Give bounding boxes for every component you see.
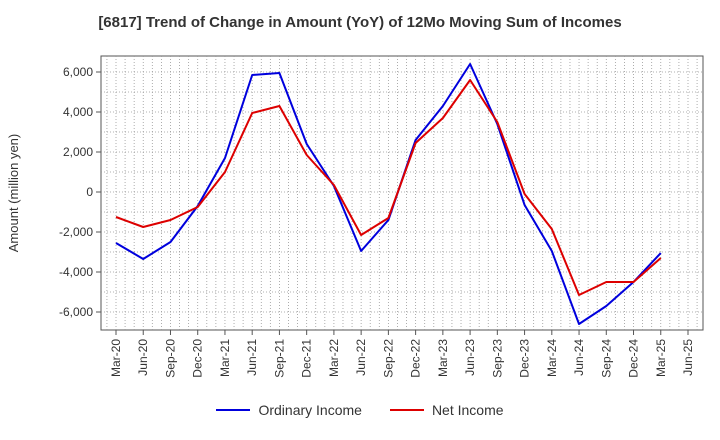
x-tick-label: Sep-22 [381, 339, 395, 378]
x-tick-label: Dec-20 [191, 339, 205, 378]
y-tick-label: 0 [86, 185, 93, 199]
legend-label-net-income: Net Income [431, 402, 504, 418]
x-tick-label: Jun-24 [572, 339, 586, 376]
y-tick-label: 6,000 [63, 65, 93, 79]
x-tick-label: Sep-24 [599, 339, 613, 378]
x-ticks: Mar-20 Jun-20 Sep-20 Dec-20 Mar-21 Jun-21 Sep-… [109, 330, 695, 378]
x-tick-label: Sep-20 [163, 339, 177, 378]
x-tick-label: Mar-21 [218, 339, 232, 377]
grid [101, 56, 703, 330]
y-axis-label: Amount (million yen) [6, 134, 21, 253]
x-tick-label: Mar-22 [327, 339, 341, 377]
series-lines [115, 63, 662, 325]
legend-item-ordinary-income: Ordinary Income [216, 402, 362, 418]
y-tick-label: -4,000 [59, 265, 93, 279]
x-tick-label: Sep-21 [272, 339, 286, 378]
y-tick-label: -6,000 [59, 305, 93, 319]
series-line-net-income [115, 79, 662, 296]
chart-title: [6817] Trend of Change in Amount (YoY) o… [98, 14, 622, 31]
y-tick-label: 2,000 [63, 145, 93, 159]
x-tick-label: Mar-24 [545, 339, 559, 377]
x-tick-label: Jun-21 [245, 339, 259, 376]
x-tick-label: Jun-22 [354, 339, 368, 376]
x-tick-label: Dec-24 [627, 339, 641, 378]
legend-swatch-ordinary-income [216, 409, 251, 411]
x-tick-label: Mar-20 [109, 339, 123, 377]
x-tick-label: Jun-25 [681, 339, 695, 376]
x-tick-label: Dec-23 [518, 339, 532, 378]
x-tick-label: Sep-23 [490, 339, 504, 378]
y-tick-label: 4,000 [63, 105, 93, 119]
series-line-ordinary-income [115, 63, 662, 325]
x-tick-label: Mar-25 [654, 339, 668, 377]
plot-area-border [100, 55, 704, 331]
legend: Ordinary Income Net Income [0, 402, 720, 418]
y-tick-label: -2,000 [59, 225, 93, 239]
x-tick-label: Mar-23 [436, 339, 450, 377]
x-tick-label: Dec-22 [409, 339, 423, 378]
x-tick-label: Dec-21 [300, 339, 314, 378]
x-tick-label: Jun-23 [463, 339, 477, 376]
y-ticks: 6,000 4,000 2,000 0 -2,000 -4,000 -6,000 [59, 65, 101, 319]
x-tick-label: Jun-20 [136, 339, 150, 376]
legend-swatch-net-income [389, 409, 424, 411]
legend-item-net-income: Net Income [389, 402, 504, 418]
legend-label-ordinary-income: Ordinary Income [258, 402, 362, 418]
